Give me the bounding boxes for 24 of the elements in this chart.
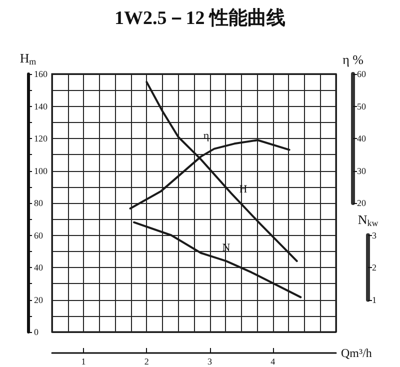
- x-axis-title: Qm³/h: [341, 346, 372, 360]
- y-tick-label: 160: [34, 69, 48, 79]
- y-tick-label: 100: [34, 166, 48, 176]
- x-tick-label: 3: [208, 356, 213, 366]
- y3-tick-label: 3: [372, 230, 377, 240]
- y3-tick-label: 1: [372, 294, 376, 305]
- y2-axis-title: η %: [342, 52, 364, 67]
- y2-tick-label: 40: [357, 134, 366, 144]
- x-tick-label: 2: [144, 356, 149, 366]
- y3-tick-label: 2: [372, 262, 376, 272]
- y-tick-label: 80: [34, 198, 44, 208]
- y-tick-label: 120: [34, 134, 48, 144]
- y-tick-label: 0: [34, 327, 39, 337]
- y2-tick-label: 60: [357, 69, 366, 79]
- y2-tick-label: 20: [357, 198, 366, 208]
- y-tick-label: 60: [34, 230, 44, 240]
- y2-tick-label: 50: [357, 101, 366, 112]
- y-tick-label: 20: [34, 294, 44, 305]
- x-tick-label: 1: [81, 356, 86, 366]
- y-tick-label: 40: [34, 262, 44, 272]
- chart-title: 1W2.5－12 性能曲线: [114, 7, 286, 29]
- y2-tick-label: 30: [357, 166, 366, 176]
- y-tick-label: 140: [34, 101, 48, 112]
- x-tick-label: 4: [270, 356, 276, 366]
